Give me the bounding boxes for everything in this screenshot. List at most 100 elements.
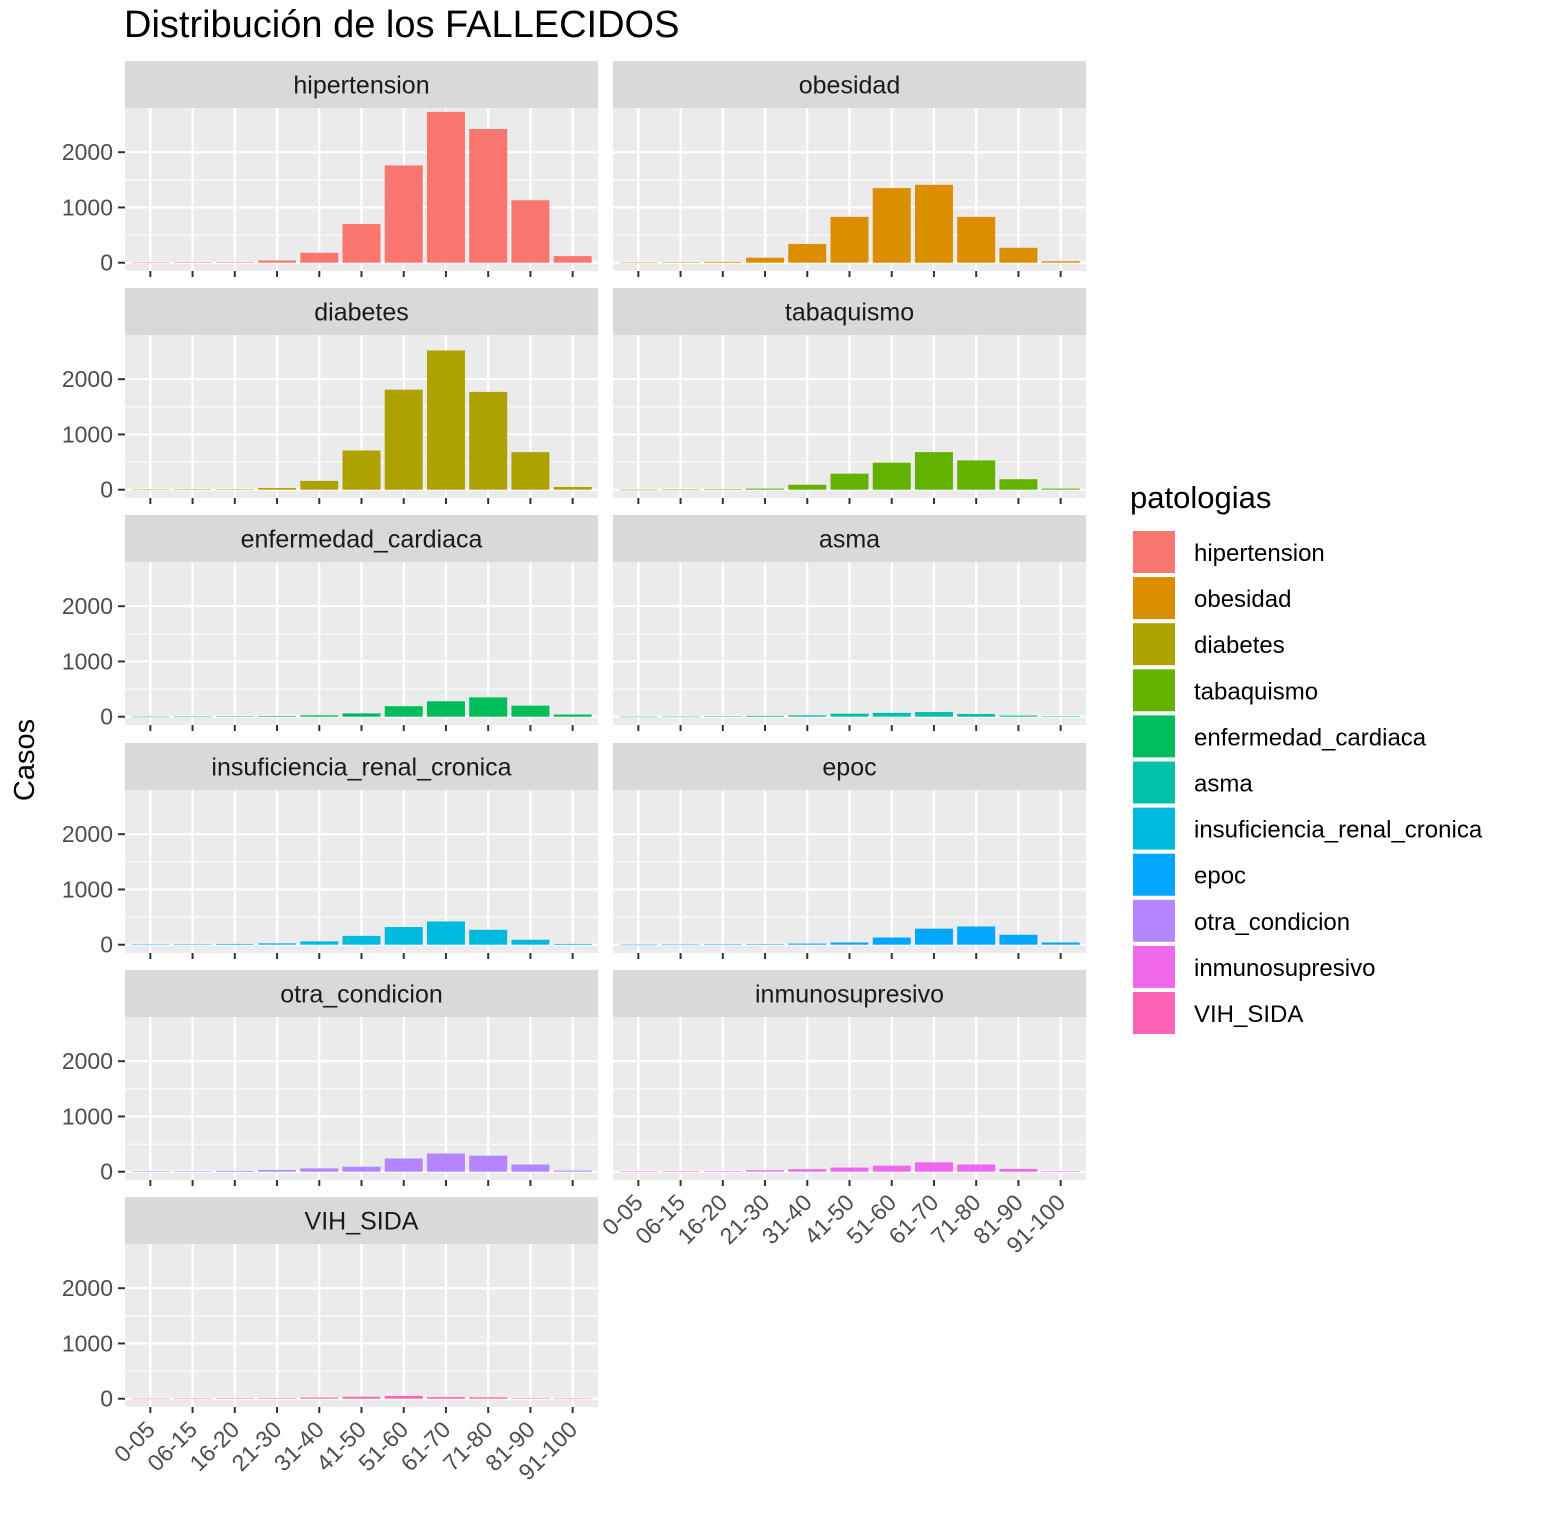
panel-diabetes-strip-label: diabetes (314, 299, 409, 327)
y-axis-title: Casos (9, 719, 41, 801)
legend-label-insuficiencia-renal-cronica: insuficiencia_renal_cronica (1194, 817, 1483, 844)
panel-otra-condicion-bar-16-20 (215, 1170, 254, 1172)
panel-asma-bar-91-100 (1041, 716, 1080, 718)
panel-epoc-bar-06-15 (661, 944, 700, 946)
panel-insuficiencia-renal-cronica-y-tick-label-0: 0 (100, 932, 113, 958)
panel-epoc-bar-16-20 (703, 944, 742, 946)
panel-obesidad-strip-label: obesidad (799, 72, 900, 100)
legend-key-insuficiencia-renal-cronica (1131, 805, 1177, 852)
panel-hipertension-strip (125, 61, 598, 108)
panel-inmunosupresivo-bar-16-20 (703, 1171, 742, 1172)
panel-hipertension-bar-91-100 (553, 256, 592, 263)
panel-insuficiencia-renal-cronica-bar-21-30 (258, 943, 297, 945)
panel-vih-sida-y-tick-label-0: 0 (100, 1386, 113, 1412)
panel-vih-sida: VIH_SIDA 0 1000 2000 (62, 1197, 598, 1413)
panel-asma-strip-label: asma (819, 526, 880, 554)
panel-asma-bar-81-90 (999, 715, 1038, 717)
legend-key-tabaquismo (1131, 667, 1177, 714)
panel-asma-bar-16-20 (703, 716, 742, 717)
panel-enfermedad-cardiaca-strip (125, 515, 598, 562)
panel-insuficiencia-renal-cronica-y-tick-label-2000: 2000 (62, 821, 113, 847)
panel-asma-bar-41-50 (830, 713, 869, 717)
panel-otra-condicion-bar-81-90 (511, 1164, 550, 1172)
panel-vih-sida-bar-06-15 (173, 1398, 212, 1400)
panel-insuficiencia-renal-cronica-strip (125, 743, 598, 790)
panel-vih-sida-bar-71-80 (469, 1397, 508, 1399)
panel-otra-condicion-bar-91-100 (553, 1170, 592, 1172)
panel-obesidad-bar-61-70 (914, 184, 953, 263)
panel-hipertension-bar-21-30 (258, 260, 297, 263)
panel-tabaquismo: tabaquismo (613, 288, 1086, 504)
panel-insuficiencia-renal-cronica-bar-0-05 (131, 944, 170, 946)
panel-asma-bar-0-05 (619, 716, 658, 718)
panel-enfermedad-cardiaca-bar-91-100 (553, 714, 592, 717)
panel-otra-condicion-bar-71-80 (469, 1155, 508, 1172)
legend: patologias hipertension obesidad diabetes t… (1130, 480, 1483, 1036)
panel-hipertension-y-tick-label-0: 0 (100, 250, 113, 276)
panel-diabetes-bar-21-30 (258, 488, 297, 490)
chart-title: Distribución de los FALLECIDOS (124, 4, 679, 46)
panel-insuficiencia-renal-cronica-bar-06-15 (173, 944, 212, 945)
legend-key-epoc (1131, 851, 1177, 898)
panel-diabetes-y-tick-label-1000: 1000 (62, 421, 113, 447)
panel-otra-condicion-y-tick-label-2000: 2000 (62, 1048, 113, 1074)
panel-inmunosupresivo-bar-51-60 (872, 1165, 911, 1172)
panel-tabaquismo-bar-0-05 (619, 489, 658, 491)
panel-obesidad-bar-21-30 (746, 257, 785, 263)
panel-diabetes-y-tick-label-2000: 2000 (62, 366, 113, 392)
panel-tabaquismo-bar-61-70 (914, 452, 953, 490)
legend-key-obesidad (1131, 575, 1177, 622)
panel-insuficiencia-renal-cronica-bar-31-40 (300, 941, 339, 945)
panel-vih-sida-bar-81-90 (511, 1398, 550, 1399)
panel-tabaquismo-bar-21-30 (746, 488, 785, 490)
panel-diabetes-y-tick-label-0: 0 (100, 477, 113, 503)
panel-otra-condicion: otra_condicion 0 1000 2000 (62, 970, 598, 1186)
panel-asma-bar-21-30 (746, 715, 785, 717)
legend-key-asma (1131, 759, 1177, 806)
panel-hipertension-y-tick-label-1000: 1000 (62, 194, 113, 220)
panel-otra-condicion-bar-06-15 (173, 1171, 212, 1172)
panel-obesidad-bar-06-15 (661, 262, 700, 263)
panel-vih-sida-strip (125, 1197, 598, 1244)
panel-otra-condicion-strip (125, 970, 598, 1017)
panel-inmunosupresivo-strip-label: inmunosupresivo (755, 981, 944, 1009)
panel-epoc-bar-71-80 (957, 926, 996, 945)
panel-asma-bar-61-70 (914, 712, 953, 717)
panel-hipertension-strip-label: hipertension (293, 72, 429, 100)
panel-otra-condicion-y-tick-label-0: 0 (100, 1159, 113, 1185)
panel-epoc-bar-0-05 (619, 944, 658, 946)
panel-otra-condicion-bar-41-50 (342, 1166, 381, 1172)
panel-obesidad-bar-41-50 (830, 216, 869, 263)
panel-asma-bar-06-15 (661, 716, 700, 718)
legend-key-otra-condicion (1131, 897, 1177, 944)
panel-inmunosupresivo-bar-81-90 (999, 1168, 1038, 1172)
panel-insuficiencia-renal-cronica-bar-16-20 (215, 943, 254, 945)
panel-epoc: epoc (613, 743, 1086, 959)
panel-enfermedad-cardiaca-bar-61-70 (426, 701, 465, 717)
panel-enfermedad-cardiaca-bar-51-60 (384, 706, 423, 717)
panel-tabaquismo-bar-81-90 (999, 479, 1038, 490)
legend-label-hipertension: hipertension (1194, 540, 1325, 567)
panel-enfermedad-cardiaca-y-tick-label-1000: 1000 (62, 648, 113, 674)
facet-panels: hipertension 0 1000 2000 obesidad diabetes 0 10… (62, 61, 1086, 1413)
panel-diabetes-bar-91-100 (553, 486, 592, 490)
panel-vih-sida-bar-51-60 (384, 1395, 423, 1399)
panel-diabetes-bar-16-20 (215, 489, 254, 490)
legend-key-hipertension (1131, 529, 1177, 575)
panel-hipertension-bar-51-60 (384, 165, 423, 263)
panel-tabaquismo-bar-51-60 (872, 462, 911, 490)
panel-insuficiencia-renal-cronica-bar-91-100 (553, 943, 592, 945)
legend-label-vih-sida: VIH_SIDA (1194, 1001, 1303, 1028)
panel-diabetes-bar-0-05 (131, 489, 170, 491)
panel-otra-condicion-strip-label: otra_condicion (280, 981, 443, 1009)
panel-otra-condicion-bar-61-70 (426, 1153, 465, 1172)
panel-obesidad-strip (613, 61, 1086, 108)
panel-diabetes: diabetes 0 1000 2000 (62, 288, 598, 504)
panel-tabaquismo-bar-91-100 (1041, 488, 1080, 490)
panel-inmunosupresivo-bar-0-05 (619, 1171, 658, 1173)
panel-vih-sida-bar-16-20 (215, 1398, 254, 1399)
panel-vih-sida-bar-0-05 (131, 1398, 170, 1400)
panel-insuficiencia-renal-cronica-bar-71-80 (469, 929, 508, 945)
panel-tabaquismo-bar-31-40 (788, 484, 827, 490)
legend-label-tabaquismo: tabaquismo (1194, 678, 1318, 705)
